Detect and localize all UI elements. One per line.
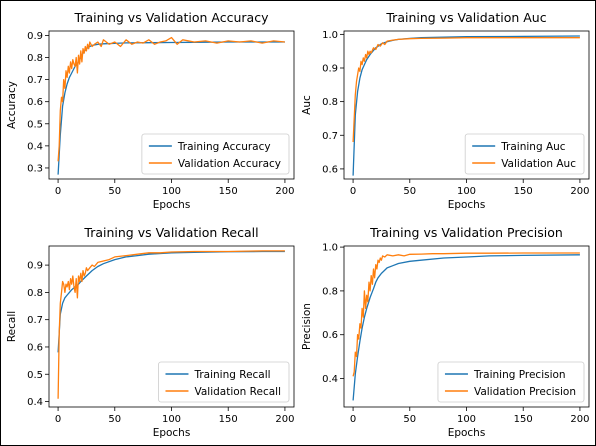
y-tick-label: 0.6 (27, 97, 43, 108)
y-tick-label: 0.9 (27, 31, 43, 42)
x-tick-label: 150 (514, 186, 533, 197)
x-tick-label: 0 (55, 414, 61, 425)
y-tick-label: 0.8 (27, 288, 43, 299)
subplot-title: Training vs Validation Recall (83, 225, 258, 240)
legend-box (464, 133, 585, 175)
y-tick-label: 0.8 (322, 97, 338, 108)
legend-entry-label: Validation Recall (194, 386, 281, 398)
y-tick-label: 0.8 (27, 53, 43, 64)
x-tick-label: 50 (108, 186, 121, 197)
x-axis-label: Epochs (448, 199, 486, 211)
y-tick-label: 0.7 (27, 75, 43, 86)
subplot-title: Training vs Validation Auc (385, 10, 546, 25)
subplot-title: Training vs Validation Accuracy (74, 10, 270, 25)
series-line-training (57, 250, 285, 353)
subplot-title: Training vs Validation Precision (369, 225, 563, 240)
subplot-auc: 0 50 100 150 200 0.6 0.7 0.8 0.9 1.0 Training vs V… (301, 10, 589, 211)
series-line-validation (352, 252, 580, 377)
y-tick-label: 0.5 (27, 119, 43, 130)
y-tick-label: 1.0 (322, 30, 338, 41)
x-tick-label: 50 (108, 414, 121, 425)
legend-entry-label: Validation Precision (474, 386, 576, 398)
subplot-precision: 0 50 100 150 200 0.4 0.6 0.8 1.0 Training vs Vali… (301, 225, 589, 439)
x-tick-label: 50 (403, 186, 416, 197)
y-axis-label: Precision (301, 303, 313, 350)
y-tick-label: 0.4 (27, 141, 43, 152)
x-tick-label: 100 (162, 186, 181, 197)
legend-entry-label: Validation Accuracy (178, 158, 281, 170)
legend: Training Accuracy Validation Accuracy (141, 133, 290, 175)
y-tick-label: 0.6 (322, 164, 338, 175)
x-tick-label: 150 (219, 186, 238, 197)
series-line-validation (57, 250, 285, 399)
y-tick-label: 0.6 (27, 342, 43, 353)
y-tick-label: 0.9 (322, 64, 338, 75)
x-tick-label: 200 (570, 186, 589, 197)
subplot-recall: 0 50 100 150 200 0.4 0.5 0.6 0.7 0.8 0.9 Training v… (6, 225, 294, 439)
x-tick-label: 0 (350, 414, 356, 425)
y-tick-label: 0.4 (322, 374, 338, 385)
y-tick-label: 0.7 (27, 315, 43, 326)
y-tick-label: 1.0 (322, 243, 338, 254)
x-tick-label: 150 (514, 414, 533, 425)
legend: Training Recall Validation Recall (158, 361, 290, 403)
series-line-training (352, 254, 580, 401)
y-tick-label: 0.9 (27, 261, 43, 272)
x-tick-label: 200 (275, 186, 294, 197)
x-tick-label: 100 (162, 414, 181, 425)
x-axis-label: Epochs (153, 199, 191, 211)
legend-entry-label: Training Precision (473, 369, 566, 381)
series-line-validation (57, 36, 285, 162)
x-tick-label: 100 (457, 186, 476, 197)
legend-entry-label: Validation Auc (501, 158, 576, 170)
x-tick-label: 0 (350, 186, 356, 197)
x-tick-label: 200 (275, 414, 294, 425)
legend: Training Precision Validation Precision (437, 361, 585, 403)
subplot-accuracy: 0 50 100 150 200 0.3 0.4 0.5 0.6 0.7 0.8 0.9 Trainin… (6, 10, 294, 211)
y-axis-label: Recall (6, 311, 18, 342)
legend-box (158, 361, 290, 403)
series-line-validation (352, 37, 580, 143)
y-tick-label: 0.3 (27, 163, 43, 174)
y-axis-label: Accuracy (6, 81, 18, 129)
legend: Training Auc Validation Auc (464, 133, 585, 175)
x-tick-label: 100 (457, 414, 476, 425)
y-axis-label: Auc (301, 95, 313, 115)
x-tick-label: 200 (570, 414, 589, 425)
legend-entry-label: Training Auc (500, 141, 566, 153)
legend-entry-label: Training Accuracy (177, 141, 271, 153)
y-tick-label: 0.4 (27, 397, 43, 408)
x-axis-label: Epochs (153, 427, 191, 439)
x-tick-label: 150 (219, 414, 238, 425)
y-tick-label: 0.6 (322, 330, 338, 341)
legend-box (437, 361, 585, 403)
legend-box (141, 133, 290, 175)
y-tick-label: 0.8 (322, 286, 338, 297)
y-tick-label: 0.5 (27, 370, 43, 381)
x-tick-label: 50 (403, 414, 416, 425)
y-tick-label: 0.7 (322, 131, 338, 142)
x-axis-label: Epochs (448, 427, 486, 439)
series-line-training (352, 35, 580, 176)
legend-entry-label: Training Recall (193, 369, 270, 381)
x-tick-label: 0 (55, 186, 61, 197)
